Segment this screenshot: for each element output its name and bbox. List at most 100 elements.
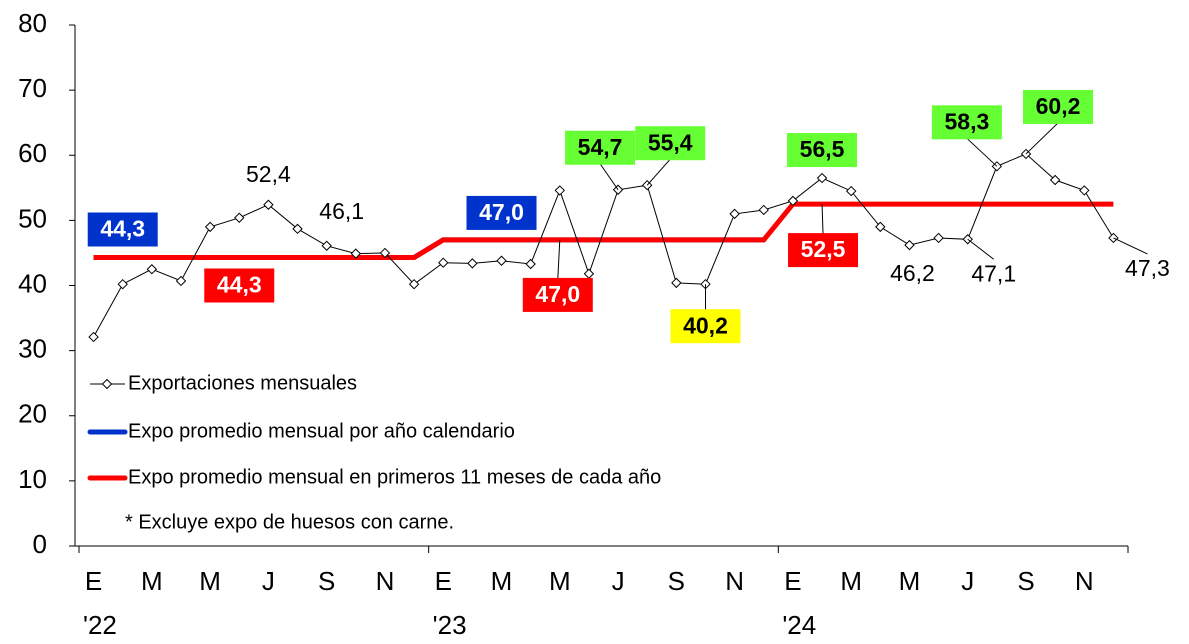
legend-label: Expo promedio mensual en primeros 11 mes… [128,466,661,488]
data-point [1079,185,1090,196]
leader-line [967,238,995,260]
x-tick-label: J [961,566,974,596]
data-point [350,248,362,259]
x-tick-label: M [899,566,921,596]
data-point [729,208,740,220]
data-label: 44,3 [100,216,145,242]
data-point [845,185,857,197]
data-label: 46,1 [319,198,364,224]
x-tick-label: N [725,566,744,596]
x-tick-label: E [784,566,801,596]
data-label: 56,5 [800,136,845,162]
x-tick-label: J [262,566,275,596]
label-box [204,268,275,303]
x-tick-label: S [1017,566,1034,596]
label-box [466,195,537,230]
data-point [904,239,915,251]
data-point [438,257,449,268]
leader-line [966,137,998,167]
label-box [1023,89,1094,124]
data-point [146,264,158,275]
leader-line [1113,237,1148,255]
leader-line [1025,122,1059,155]
label-box [565,130,636,165]
data-point [321,240,332,251]
y-tick-label: 10 [18,464,47,494]
x-tick-label: N [376,566,395,596]
data-point [408,278,420,290]
data-point [1049,174,1061,186]
data-label: 47,3 [1125,255,1170,281]
leader-line [599,163,619,191]
data-label: 46,2 [890,260,935,286]
data-point [88,331,99,343]
year-label: '22 [83,610,117,640]
data-point [263,199,274,210]
y-tick-label: 20 [18,399,47,429]
y-tick-label: 0 [33,529,47,559]
data-point [1108,232,1119,244]
legend-marker [101,378,113,390]
y-tick-label: 70 [18,73,47,103]
y-tick-label: 30 [18,334,47,364]
data-point [234,212,245,223]
data-point [525,258,536,270]
data-point [758,204,769,216]
label-box [787,133,858,168]
label-box [635,126,706,161]
x-tick-label: S [668,566,685,596]
data-label: 54,7 [578,134,623,160]
series-line [93,201,1114,260]
label-box [522,277,593,312]
y-tick-label: 50 [18,203,47,233]
data-label: 52,5 [801,236,846,262]
x-tick-label: M [199,566,221,596]
data-label: 40,2 [683,312,728,338]
data-point [554,185,565,196]
label-box [670,309,741,344]
y-tick-label: 40 [18,268,47,298]
x-tick-label: N [1075,566,1094,596]
data-point [467,258,478,269]
data-point [933,232,944,244]
data-point [875,221,886,233]
x-tick-label: S [318,566,335,596]
data-label: 52,4 [246,161,291,187]
note: * Excluye expo de huesos con carne. [125,511,454,533]
data-label: 47,0 [479,199,524,225]
data-point [583,268,595,279]
leader-line [557,239,561,279]
x-tick-label: J [612,566,625,596]
label-box [931,105,1002,140]
y-tick-label: 60 [18,138,47,168]
leader-line [646,158,671,186]
x-tick-label: M [549,566,571,596]
x-tick-label: E [435,566,452,596]
data-point [671,277,682,289]
x-tick-label: M [840,566,862,596]
legend-label: Expo promedio mensual por año calendario [128,420,515,442]
data-point [787,195,799,207]
year-label: '24 [782,610,816,640]
year-label: '23 [433,610,467,640]
data-label: 47,0 [535,281,580,307]
data-point [496,255,507,266]
label-box [87,212,158,247]
data-label: 47,1 [971,260,1016,286]
legend-label: Exportaciones mensuales [128,372,357,394]
y-tick-label: 80 [18,8,47,38]
label-box [788,233,859,268]
x-tick-label: M [491,566,513,596]
leader-line [821,204,824,235]
data-label: 58,3 [944,108,989,134]
data-point [175,275,187,287]
x-tick-label: M [141,566,163,596]
data-label: 55,4 [648,129,693,155]
data-label: 60,2 [1036,93,1081,119]
data-point [117,278,128,290]
x-tick-label: E [85,566,102,596]
data-point [816,172,828,184]
data-point [204,221,216,233]
data-point [292,223,303,235]
